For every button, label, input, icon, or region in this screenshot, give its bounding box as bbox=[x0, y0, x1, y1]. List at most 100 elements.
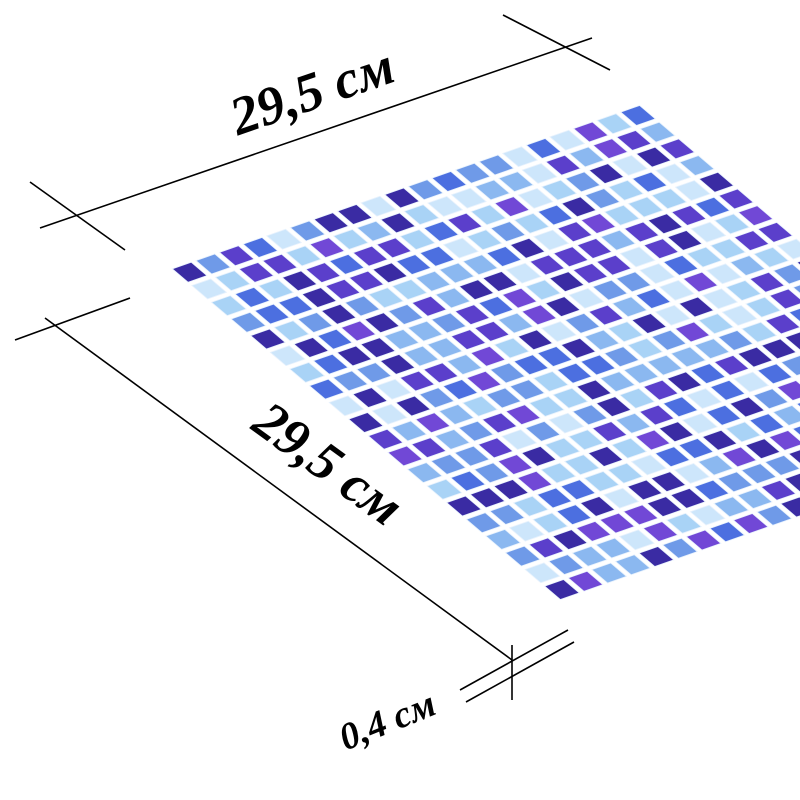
tile bbox=[545, 154, 582, 176]
tile bbox=[493, 479, 530, 500]
tile bbox=[434, 287, 471, 309]
tile bbox=[717, 188, 755, 210]
tile bbox=[658, 279, 695, 301]
tile bbox=[446, 354, 483, 376]
tile bbox=[465, 370, 503, 392]
tile bbox=[560, 337, 597, 359]
tile bbox=[395, 395, 432, 417]
tile bbox=[532, 512, 569, 534]
tile bbox=[537, 204, 574, 226]
tile bbox=[324, 278, 361, 300]
tile bbox=[595, 254, 633, 276]
tile bbox=[615, 129, 653, 151]
tile bbox=[654, 304, 691, 326]
tile bbox=[407, 179, 444, 201]
tile bbox=[599, 371, 636, 393]
tile bbox=[524, 562, 561, 584]
tile bbox=[587, 446, 624, 467]
tile bbox=[756, 363, 793, 385]
tile bbox=[442, 379, 479, 400]
tile bbox=[430, 453, 467, 475]
tile bbox=[693, 479, 730, 501]
tile bbox=[532, 371, 569, 392]
tile bbox=[415, 270, 452, 292]
tile bbox=[520, 445, 557, 467]
tile bbox=[655, 163, 692, 185]
tile bbox=[379, 212, 417, 234]
tile bbox=[619, 387, 656, 409]
tile bbox=[709, 379, 746, 401]
tile bbox=[603, 204, 641, 226]
tile bbox=[457, 420, 495, 442]
tile bbox=[509, 237, 546, 259]
tile bbox=[465, 512, 502, 534]
tile bbox=[646, 354, 683, 376]
tile bbox=[540, 321, 577, 343]
tile bbox=[673, 462, 711, 484]
tile bbox=[293, 337, 330, 358]
tile bbox=[320, 303, 357, 325]
tile bbox=[744, 438, 781, 460]
tile bbox=[588, 163, 625, 185]
tile bbox=[332, 370, 369, 392]
tile bbox=[665, 512, 703, 534]
tile bbox=[356, 220, 393, 242]
tile bbox=[426, 478, 463, 500]
tile bbox=[450, 329, 487, 351]
tile bbox=[772, 405, 800, 426]
tile bbox=[745, 296, 782, 318]
tile bbox=[784, 331, 800, 351]
tile bbox=[572, 262, 609, 284]
tile bbox=[713, 496, 750, 518]
tile bbox=[509, 379, 546, 401]
tile bbox=[725, 280, 762, 301]
tile bbox=[618, 529, 655, 551]
tile bbox=[584, 188, 621, 210]
tile bbox=[559, 479, 597, 501]
tile bbox=[462, 254, 499, 276]
tile bbox=[772, 263, 800, 285]
tile bbox=[753, 246, 790, 268]
tile bbox=[729, 255, 766, 277]
tile bbox=[669, 487, 707, 509]
tile bbox=[642, 521, 679, 543]
tile bbox=[427, 195, 464, 217]
tile bbox=[568, 287, 605, 309]
tile bbox=[481, 271, 519, 292]
tile bbox=[733, 371, 770, 393]
tile bbox=[352, 245, 389, 267]
tile bbox=[470, 204, 507, 226]
tile bbox=[517, 329, 554, 351]
tile bbox=[630, 454, 667, 476]
tile bbox=[210, 295, 247, 317]
tile bbox=[485, 387, 522, 409]
tile bbox=[779, 496, 800, 518]
tile bbox=[685, 529, 722, 551]
dimension-tick bbox=[502, 14, 611, 71]
tile bbox=[512, 495, 549, 517]
tile bbox=[571, 404, 609, 426]
tile bbox=[736, 488, 773, 510]
tile bbox=[591, 421, 628, 443]
tile bbox=[666, 371, 703, 393]
tile bbox=[419, 245, 456, 267]
tile bbox=[619, 105, 657, 126]
tile bbox=[313, 212, 350, 234]
tile bbox=[351, 387, 389, 409]
tile bbox=[355, 362, 393, 384]
tile bbox=[717, 329, 754, 351]
tile bbox=[737, 205, 774, 227]
tile bbox=[418, 387, 455, 409]
tile bbox=[792, 284, 800, 294]
tile bbox=[721, 446, 758, 468]
tile bbox=[195, 253, 232, 275]
tile bbox=[709, 521, 746, 543]
tile bbox=[556, 362, 593, 384]
tile bbox=[607, 462, 644, 484]
tile bbox=[257, 278, 295, 300]
tile bbox=[749, 271, 786, 293]
tile bbox=[273, 320, 310, 342]
tile bbox=[791, 425, 800, 436]
tile bbox=[611, 437, 648, 459]
